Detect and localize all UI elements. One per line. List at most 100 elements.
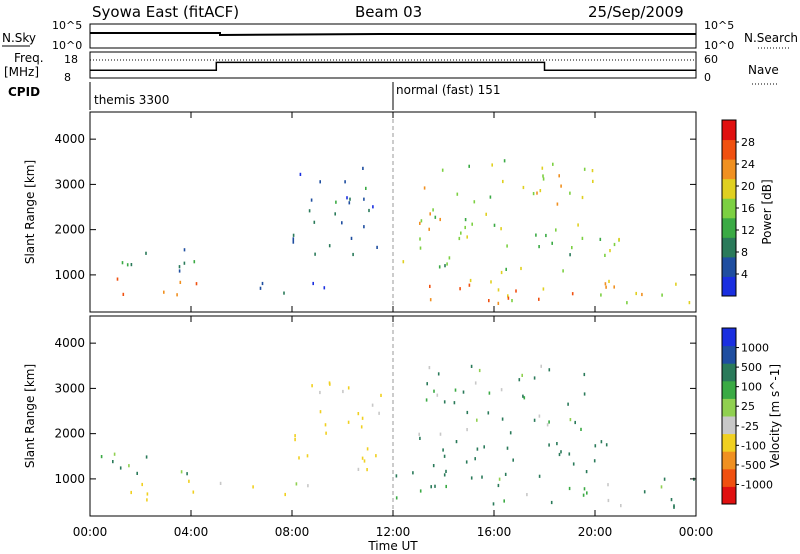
freq-tick-bottom: 8 (64, 71, 71, 84)
velocity-echo-cell (395, 496, 398, 500)
power-echo-cell (560, 184, 562, 188)
power-echo-cell (605, 285, 607, 289)
date-label: 25/Sep/2009 (588, 3, 684, 21)
power-echo-cell (460, 231, 462, 235)
power-echo-cell (551, 241, 553, 245)
power-colorbar: 28 24 20 16 12 8 4 (721, 119, 755, 297)
velocity-y-axis: 1000 2000 3000 4000 (54, 336, 696, 486)
power-colorbar-tick-label: 12 (741, 224, 755, 237)
velocity-echo-cell (425, 398, 428, 402)
power-echo-cell (577, 223, 579, 227)
cpid-segment-1: themis 3300 (94, 93, 169, 107)
freq-step-line (90, 61, 696, 71)
power-echo-cell (349, 197, 351, 201)
velocity-echo-cell (580, 427, 582, 431)
power-echo-cell (310, 198, 313, 202)
velocity-echo-cell (574, 420, 576, 425)
beam-label: Beam 03 (355, 3, 422, 21)
power-echo-cell (176, 293, 178, 297)
velocity-echo-cell (620, 504, 622, 508)
velocity-echo-cell (252, 485, 254, 489)
power-echo-cell (581, 236, 584, 240)
power-colorbar-tick-label: 28 (741, 136, 755, 149)
velocity-echo-cell (319, 410, 322, 414)
nave-tick-bottom: 0 (704, 71, 711, 84)
velocity-colorbar-swatch (722, 345, 736, 364)
power-echo-cell (116, 277, 119, 281)
power-echo-cell (428, 227, 430, 231)
velocity-echo-cell (284, 492, 286, 497)
power-echo-cell (493, 223, 496, 227)
power-echo-cell (419, 221, 421, 225)
power-echo-cell (541, 166, 544, 170)
velocity-echo-cell (476, 418, 478, 422)
power-echo-cell (604, 253, 606, 257)
velocity-echo-cell (607, 498, 610, 503)
power-echo-cell (538, 245, 540, 249)
velocity-colorbar-tick-label: 1000 (741, 342, 769, 355)
velocity-echo-cell (600, 440, 603, 444)
nsearch-tick-top: 10^5 (704, 19, 734, 32)
velocity-y-tick-label: 3000 (54, 381, 85, 395)
freq-label: Freq. (14, 51, 44, 65)
power-echo-cell (538, 297, 540, 301)
power-echo-cell (439, 217, 441, 222)
power-echo-cell (314, 252, 316, 256)
power-echo-cell (423, 186, 426, 190)
power-echo-cell (545, 233, 547, 238)
velocity-echo-cell (363, 459, 366, 463)
velocity-echo-cell (523, 396, 526, 400)
velocity-echo-cell (371, 403, 374, 407)
power-echo-cell (334, 212, 336, 216)
station-title: Syowa East (fitACF) (92, 3, 239, 21)
power-echo-cell (491, 163, 493, 167)
power-echo-cell (542, 287, 545, 291)
velocity-echo-cell (568, 486, 571, 491)
x-tick-label: 16:00 (477, 525, 512, 539)
power-echo-cell (195, 282, 198, 286)
velocity-echo-cell (307, 484, 309, 488)
velocity-echo-cell (325, 431, 327, 435)
power-echo-cell (183, 248, 186, 252)
nave-label: Nave (748, 63, 779, 77)
power-echo-cell (420, 219, 423, 223)
velocity-echo-cell (569, 418, 572, 422)
power-echo-cell (183, 261, 186, 265)
power-echo-cell (126, 263, 129, 267)
velocity-echo-cell (518, 378, 521, 382)
power-colorbar-swatch (722, 256, 736, 277)
velocity-echo-cell (100, 455, 103, 459)
velocity-echo-cell (445, 469, 447, 473)
velocity-echo-cell (607, 483, 609, 487)
velocity-echo-cell (538, 414, 541, 418)
power-echo-cell (432, 208, 434, 212)
velocity-echo-cell (487, 411, 490, 415)
power-colorbar-swatch (722, 120, 736, 141)
power-echo-cell (341, 221, 343, 225)
power-echo-cell (145, 251, 147, 255)
power-echo-cell (556, 202, 559, 206)
power-colorbar-tick-label: 4 (741, 268, 748, 281)
velocity-echo-cell (605, 443, 608, 447)
velocity-echo-cell (219, 481, 222, 485)
power-echo-cell (641, 292, 643, 297)
power-echo-cell (292, 240, 295, 244)
power-echo-cell (319, 180, 321, 184)
power-echo-cell (456, 192, 459, 196)
power-echo-cell (372, 205, 374, 209)
power-echo-cell (569, 191, 571, 195)
power-echo-cell (497, 301, 500, 305)
power-echo-cell (466, 235, 468, 239)
nsky-panel (89, 23, 697, 49)
power-echo-cell (313, 220, 316, 224)
power-echo-cell (468, 283, 471, 287)
x-axis-label: Time UT (367, 539, 418, 553)
velocity-echo-cell (294, 434, 296, 438)
power-echo-cell (193, 260, 196, 264)
velocity-echo-cell (550, 500, 553, 505)
velocity-echo-cell (136, 471, 138, 475)
velocity-colorbar-swatch (722, 380, 736, 399)
velocity-colorbar-tick-label: -500 (741, 459, 766, 472)
velocity-echo-cell (582, 493, 585, 497)
velocity-echo-cell (546, 423, 549, 427)
